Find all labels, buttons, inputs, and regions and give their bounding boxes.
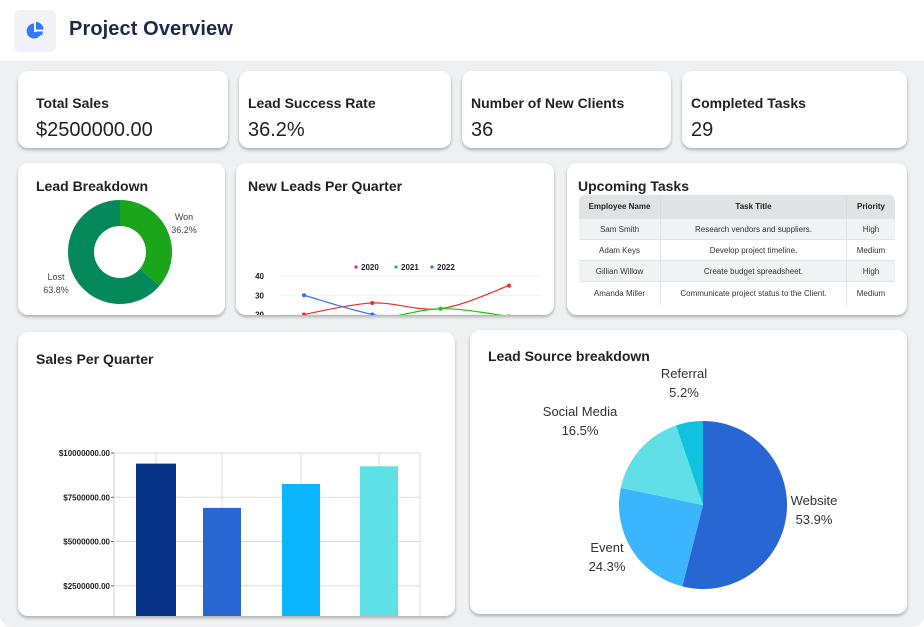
pie-slice-event[interactable] — [619, 487, 703, 587]
app-header: Project Overview — [0, 0, 924, 61]
kpi-value: 36 — [471, 119, 494, 141]
card-title: Lead Breakdown — [36, 178, 149, 194]
cell-priority: Medium — [847, 239, 895, 260]
series-line-2020[interactable] — [303, 285, 510, 315]
cell-task: Create budget spreadsheet. — [661, 260, 847, 281]
y-tick-label: $5000000.00 — [63, 538, 110, 547]
pie-label-value: 24.3% — [589, 559, 626, 574]
tasks-table: Employee Name Task Title Priority Sam Sm… — [579, 195, 895, 305]
legend-label-2020[interactable]: 2020 — [361, 263, 379, 272]
kpi-value: 29 — [691, 119, 714, 141]
table-row[interactable]: Sam Smith Research vendors and suppliers… — [579, 218, 895, 239]
y-tick-label: 40 — [255, 272, 264, 281]
cell-task: Communicate project status to the Client… — [661, 281, 847, 305]
kpi-card-lead-success-rate: Lead Success Rate 36.2% — [239, 71, 451, 148]
cell-priority: High — [847, 218, 895, 239]
data-point-2020[interactable] — [370, 300, 375, 305]
page-title: Project Overview — [69, 18, 233, 40]
pie-label-name: Website — [791, 493, 838, 508]
legend-marker-2020 — [354, 265, 358, 269]
kpi-label: Completed Tasks — [691, 95, 806, 111]
cell-employee: Adam Keys — [579, 239, 661, 260]
sales-per-quarter-card: Sales Per Quarter $1000000.00$2500000.00… — [18, 332, 455, 616]
series-line-2021[interactable] — [304, 308, 509, 315]
cell-task: Research vendors and suppliers. — [661, 218, 847, 239]
pie-label-value: 16.5% — [562, 423, 599, 438]
y-tick-label: $10000000.00 — [59, 449, 111, 458]
kpi-label: Total Sales — [36, 95, 109, 111]
cell-employee: Amanda Miller — [579, 281, 661, 305]
kpi-card-completed-tasks: Completed Tasks 29 — [682, 71, 907, 148]
lead-breakdown-donut: Won 36.2% Lost 63.8% — [43, 200, 197, 304]
lead-source-card: Lead Source breakdown Website 53.9% Event 2… — [470, 330, 907, 614]
y-tick-label: $2500000.00 — [63, 582, 110, 591]
legend-label-2022[interactable]: 2022 — [437, 263, 455, 272]
card-title: Upcoming Tasks — [578, 178, 689, 194]
series-line-2022[interactable] — [303, 294, 509, 315]
pie-slice-website[interactable] — [682, 421, 787, 589]
donut-slice-won[interactable] — [120, 200, 172, 286]
donut-label-lost-name: Lost — [47, 272, 65, 282]
logo[interactable] — [14, 10, 56, 52]
pie-chart-icon — [26, 22, 44, 39]
column-header-priority[interactable]: Priority — [847, 195, 895, 218]
y-tick-label: 20 — [255, 311, 264, 316]
kpi-card-total-sales: Total Sales $2500000.00 — [18, 71, 228, 148]
bar-q2[interactable] — [203, 507, 241, 616]
table-row[interactable]: Adam Keys Develop project timeline. Medi… — [579, 239, 895, 260]
cell-priority: Medium — [847, 281, 895, 305]
column-header-task[interactable]: Task Title — [661, 195, 847, 218]
pie-label-value: 53.9% — [796, 512, 833, 527]
donut-label-lost-value: 63.8% — [43, 285, 69, 295]
pie-slice-referral[interactable] — [676, 421, 703, 505]
cell-employee: Gillian Willow — [579, 260, 661, 281]
dashboard-canvas: Total Sales $2500000.00 Lead Success Rat… — [0, 61, 924, 627]
legend-marker-2022 — [430, 265, 434, 269]
kpi-card-new-clients: Number of New Clients 36 — [462, 71, 671, 148]
pie-label-name: Social Media — [543, 404, 618, 419]
bar-q1[interactable] — [136, 463, 176, 616]
column-header-employee[interactable]: Employee Name — [579, 195, 661, 218]
data-point-2022[interactable] — [370, 312, 375, 316]
card-title: Lead Source breakdown — [488, 348, 650, 364]
data-point-2020[interactable] — [302, 312, 306, 316]
pie-label-value: 5.2% — [669, 385, 699, 400]
bar-q4[interactable] — [360, 466, 398, 616]
data-point-2020[interactable] — [507, 283, 511, 288]
card-title: Sales Per Quarter — [36, 351, 154, 367]
cell-employee: Sam Smith — [579, 218, 661, 239]
kpi-value: $2500000.00 — [36, 119, 153, 141]
cell-priority: High — [847, 260, 895, 281]
y-tick-label: $7500000.00 — [63, 493, 110, 502]
y-tick-label: 30 — [255, 291, 264, 300]
lead-source-pie-chart: Website 53.9% Event 24.3% Social Media 16.5% R… — [543, 366, 838, 589]
table-row[interactable]: Amanda Miller Communicate project status… — [579, 281, 895, 305]
pie-label-name: Referral — [661, 366, 707, 381]
legend-label-2021[interactable]: 2021 — [401, 263, 419, 272]
kpi-label: Lead Success Rate — [248, 95, 376, 111]
pie-slice-social-media[interactable] — [620, 425, 703, 505]
kpi-value: 36.2% — [248, 119, 305, 141]
lead-breakdown-card: Lead Breakdown Won 36.2% Lost 63.8% — [18, 163, 225, 315]
legend-marker-2021 — [394, 265, 398, 269]
data-point-2021[interactable] — [507, 314, 511, 315]
bar-q3[interactable] — [282, 483, 320, 616]
data-point-2022[interactable] — [302, 293, 306, 298]
data-point-2021[interactable] — [438, 306, 443, 311]
cell-task: Develop project timeline. — [661, 239, 847, 260]
kpi-label: Number of New Clients — [471, 95, 625, 111]
sales-bar-chart: $1000000.00$2500000.00$5000000.00$750000… — [59, 449, 421, 616]
pie-label-name: Event — [590, 540, 624, 555]
upcoming-tasks-card: Upcoming Tasks Employee Name Task Title … — [567, 163, 907, 315]
card-title: New Leads Per Quarter — [248, 178, 403, 194]
donut-label-won-value: 36.2% — [171, 225, 197, 235]
donut-label-won-name: Won — [175, 212, 193, 222]
table-header-row: Employee Name Task Title Priority — [579, 195, 895, 218]
table-row[interactable]: Gillian Willow Create budget spreadsheet… — [579, 260, 895, 281]
donut-slice-lost[interactable] — [67, 200, 160, 304]
